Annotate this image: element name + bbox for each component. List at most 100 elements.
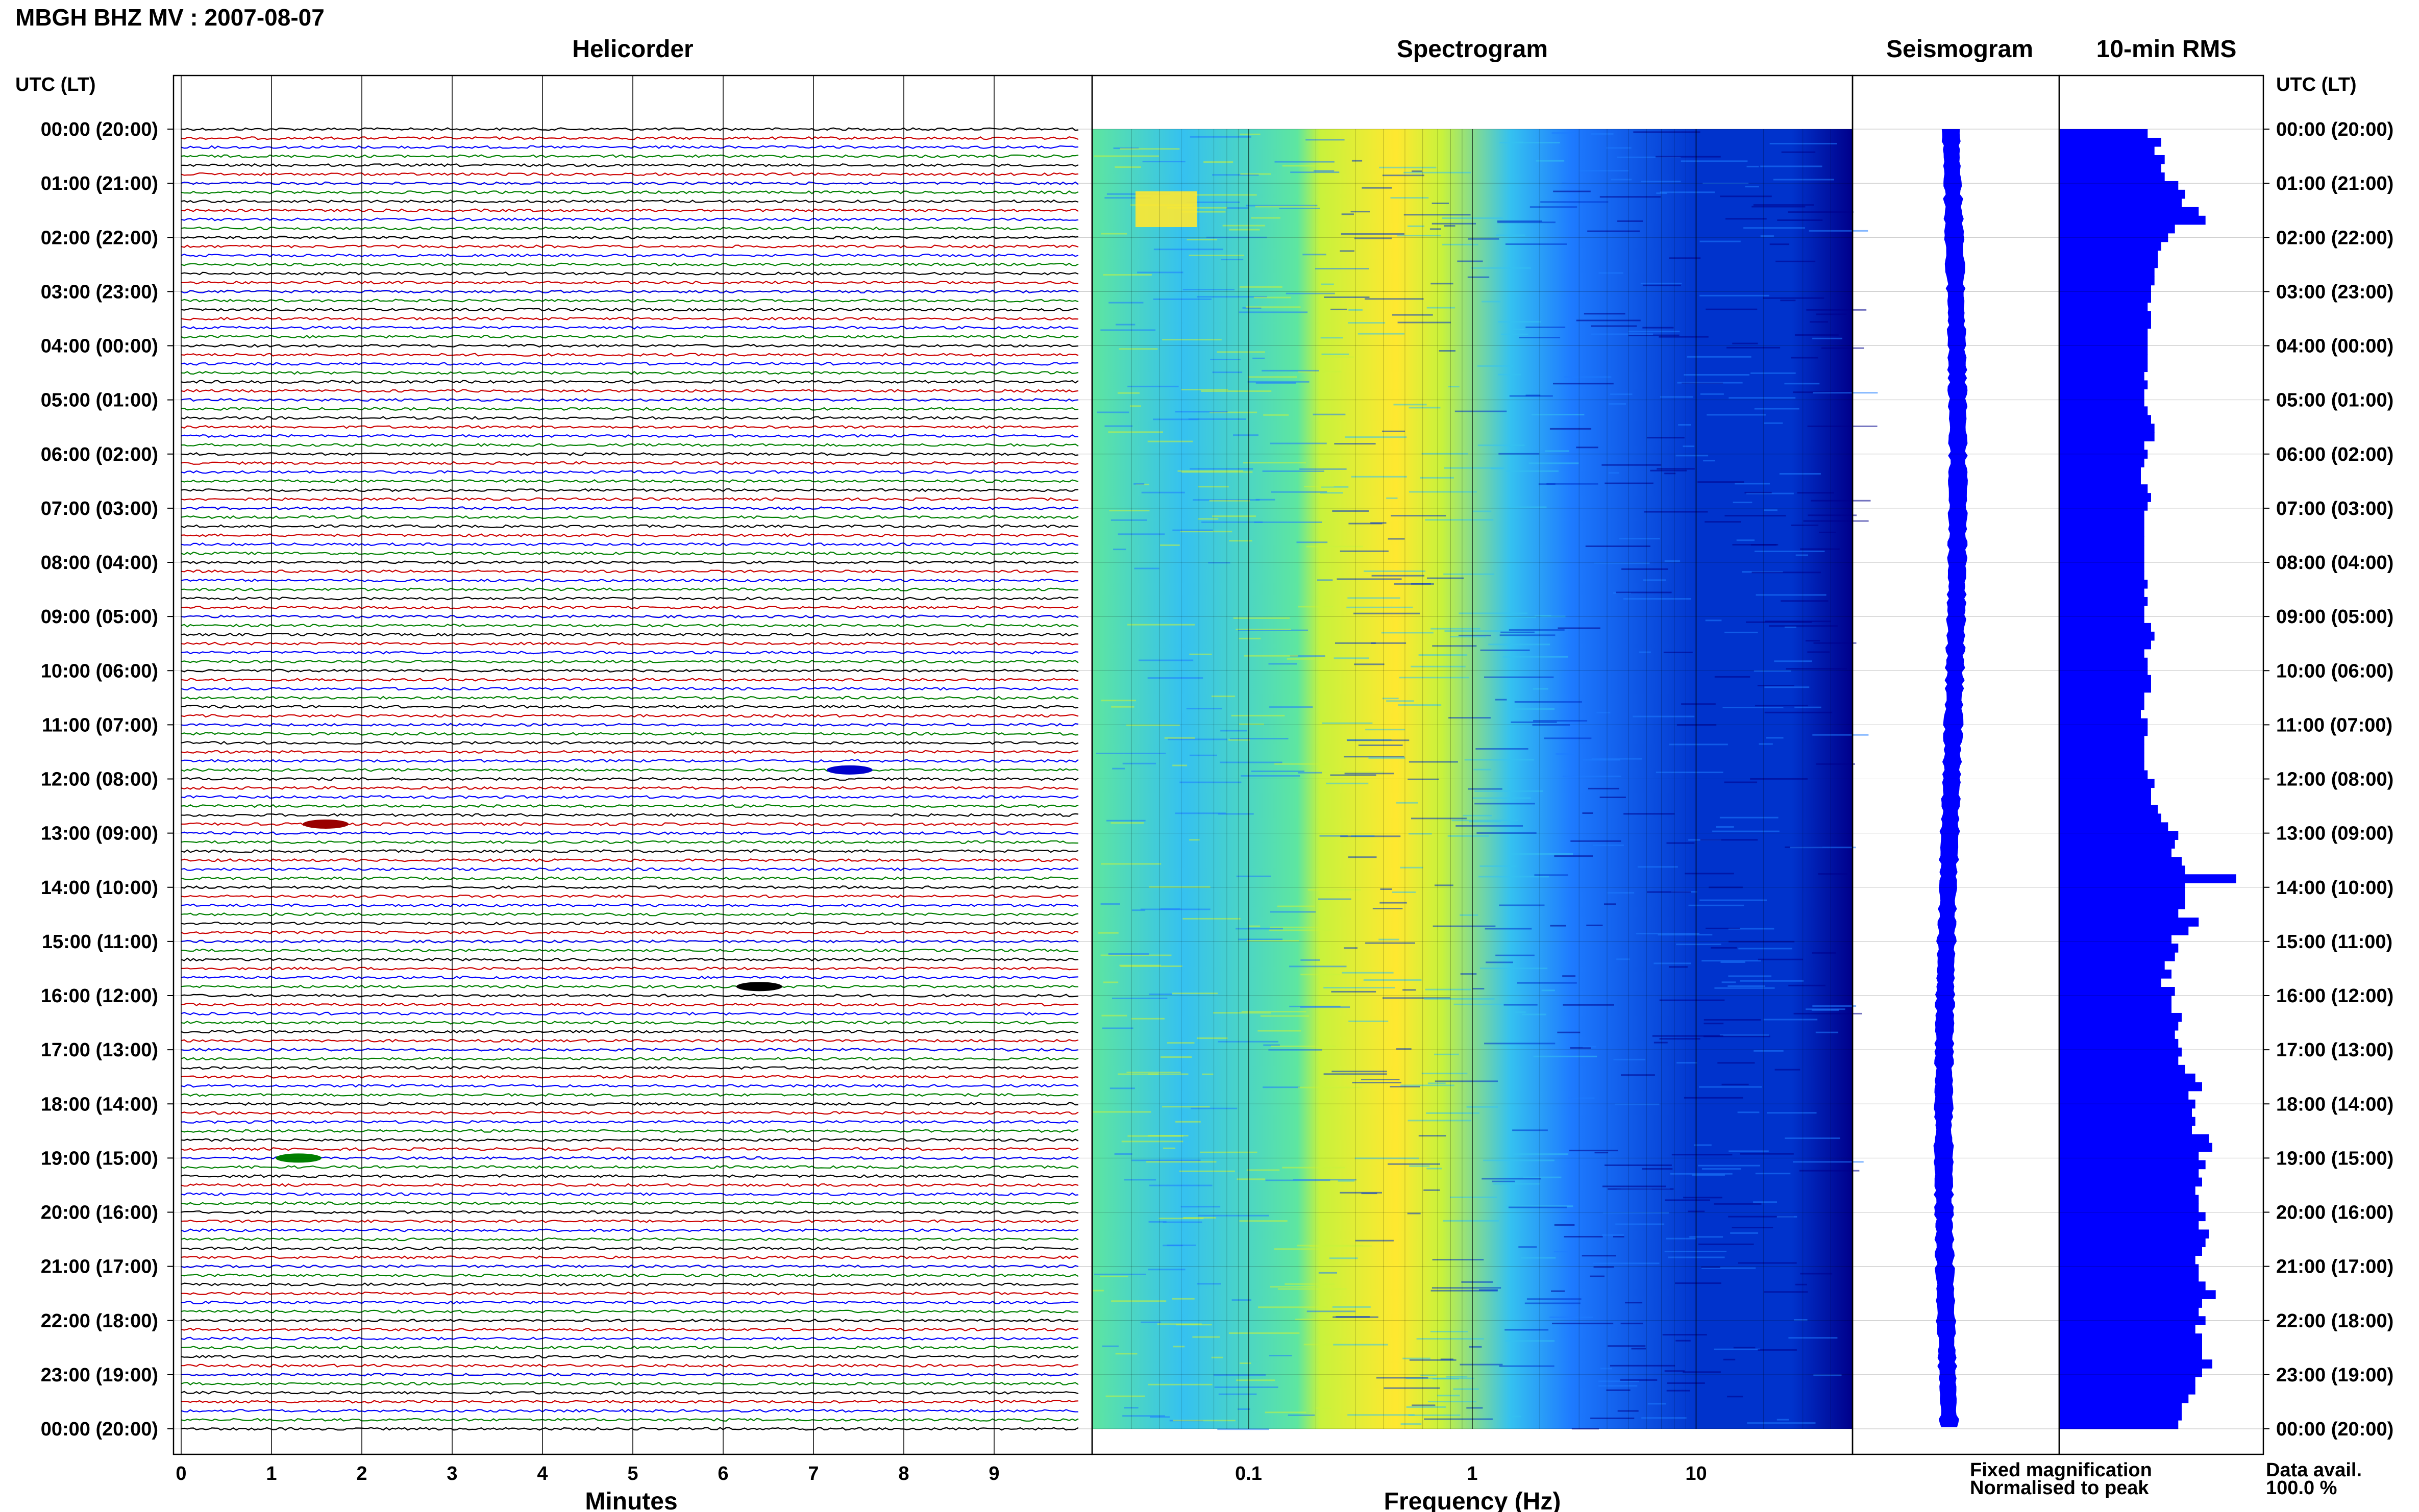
spectrogram-texture: [1271, 491, 1327, 493]
spectrogram-texture: [1468, 238, 1499, 240]
spectrogram-texture: [1699, 294, 1769, 296]
rms-bar: [2059, 649, 2144, 658]
spectrogram-texture: [1421, 1073, 1468, 1075]
helicorder-trace: [181, 389, 1079, 393]
spectrogram-texture: [1198, 486, 1229, 488]
spectrogram-texture: [1729, 397, 1796, 399]
spectrogram-texture: [1521, 1257, 1556, 1259]
spectrogram-texture: [1442, 243, 1478, 245]
spectrogram-texture: [1268, 663, 1297, 665]
spectrogram-texture: [1763, 1019, 1818, 1021]
spectrogram-texture: [1290, 655, 1325, 657]
rms-bar: [2059, 891, 2185, 901]
spectrogram-texture: [1785, 1137, 1840, 1139]
spectrogram-texture: [1732, 342, 1758, 344]
helicorder-trace: [181, 470, 1079, 474]
spectrogram-texture: [1659, 1038, 1700, 1040]
rms-bar: [2059, 319, 2151, 329]
spectrogram-texture: [1430, 1331, 1468, 1332]
spectrogram-texture: [1236, 875, 1271, 877]
spectrogram-texture: [1544, 737, 1592, 739]
spectrogram-texture: [1591, 133, 1614, 135]
helicorder-trace: [181, 651, 1079, 655]
spectrogram-texture: [1509, 629, 1565, 631]
spectrogram-texture: [1141, 491, 1185, 493]
spectrogram-texture: [1345, 436, 1407, 438]
rms-bar: [2059, 1420, 2179, 1429]
spectrogram-texture: [1609, 472, 1619, 474]
helicorder-trace: [181, 957, 1079, 961]
rms-bar: [2059, 215, 2206, 225]
helicorder-trace: [181, 1354, 1079, 1359]
spectrogram-texture: [1466, 1106, 1498, 1108]
spectrogram-texture: [1467, 276, 1490, 278]
spectrogram-texture: [1341, 213, 1354, 215]
spectrogram-texture: [1788, 984, 1826, 986]
spectrogram-texture: [1647, 891, 1691, 893]
spectrogram-texture: [1305, 139, 1345, 141]
rms-bar: [2059, 1325, 2195, 1334]
rms-bar: [2059, 562, 2144, 572]
spectrogram-texture: [1306, 1310, 1356, 1312]
spectrogram-texture: [1402, 1357, 1430, 1359]
helicorder-trace: [181, 1309, 1079, 1313]
spectrogram-texture: [1800, 1273, 1833, 1275]
spectrogram-texture: [1347, 597, 1400, 599]
spectrogram-texture: [1591, 325, 1637, 327]
spectrogram-texture: [1187, 201, 1240, 203]
spectrogram-texture: [1641, 181, 1681, 183]
spectrogram-texture: [1307, 889, 1361, 891]
spectrogram-texture: [1271, 1046, 1336, 1047]
spectrogram-texture: [1448, 386, 1460, 388]
spectrogram-texture: [1549, 428, 1592, 430]
spectrogram-texture: [1118, 533, 1165, 535]
spectrogram-texture: [1754, 1050, 1784, 1052]
helicorder-trace: [181, 1273, 1079, 1278]
rms-bar: [2059, 848, 2171, 857]
spectrogram-texture: [1596, 711, 1611, 713]
spectrogram-texture: [1517, 982, 1577, 984]
spectrogram-texture: [1799, 1170, 1860, 1172]
spectrogram-texture: [1320, 492, 1343, 494]
spectrogram-texture: [1147, 440, 1193, 442]
spectrogram-texture: [1746, 165, 1759, 167]
spectrogram-texture: [1270, 926, 1319, 928]
spectrogram-texture: [1100, 329, 1156, 331]
spectrogram-texture: [1753, 204, 1814, 206]
spectrogram-texture: [1725, 218, 1767, 220]
spectrogram-texture: [1195, 194, 1257, 196]
rms-bar: [2059, 137, 2161, 147]
spectrogram-texture: [1277, 905, 1315, 907]
rms-bar: [2059, 519, 2144, 528]
rms-bar: [2059, 406, 2148, 415]
spectrogram-texture: [1503, 656, 1568, 658]
spectrogram-texture: [1526, 1298, 1582, 1300]
spectrogram-texture: [1740, 1153, 1794, 1155]
spectrogram-texture: [1701, 960, 1761, 962]
helicorder-trace: [181, 767, 1079, 772]
spectrogram-texture: [1554, 855, 1593, 857]
spectrogram-texture: [1354, 663, 1385, 665]
spectrogram-texture: [1495, 699, 1507, 701]
spectrogram-texture: [1183, 1217, 1216, 1219]
spectrogram-texture: [1432, 1259, 1484, 1260]
rms-bar: [2059, 865, 2185, 875]
spectrogram-texture: [1198, 518, 1219, 520]
rms-bar: [2059, 241, 2161, 251]
minute-tick-label: 1: [266, 1463, 277, 1484]
rms-bar: [2059, 1359, 2212, 1369]
spectrogram-texture: [1448, 717, 1491, 719]
spectrogram-texture: [1811, 500, 1871, 502]
spectrogram-texture: [1231, 714, 1285, 716]
spectrogram-texture: [1578, 170, 1629, 171]
spectrogram-texture: [1191, 1107, 1238, 1109]
rms-bar: [2059, 1333, 2202, 1343]
spectrogram-texture: [1755, 705, 1808, 707]
helicorder-trace: [181, 425, 1079, 429]
spectrogram-texture: [1743, 227, 1805, 229]
rms-bar: [2059, 839, 2175, 849]
spectrogram-texture: [1812, 1005, 1857, 1007]
time-tick-label-right: 13:00 (09:00): [2276, 823, 2393, 845]
spectrogram-texture: [1683, 1371, 1721, 1373]
spectrogram-texture: [1100, 1276, 1128, 1277]
